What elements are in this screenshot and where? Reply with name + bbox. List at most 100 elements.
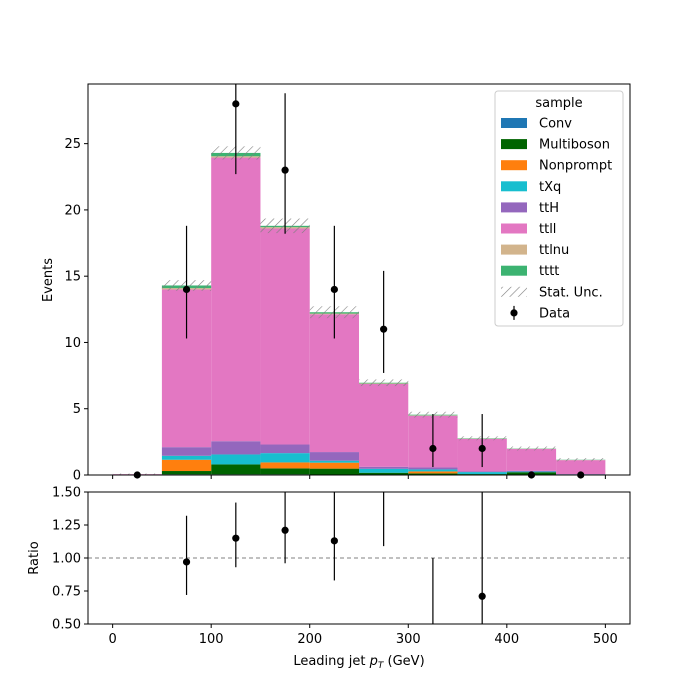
ratio-x-tick-label-500: 500: [593, 632, 618, 647]
x-axis-label-text: Leading jet: [293, 654, 369, 669]
bar-multiboson-bin-4: [309, 468, 359, 475]
ratio-y-axis-label: Ratio: [27, 541, 42, 574]
data-point-4: [330, 285, 338, 294]
stacked-bars: [112, 152, 606, 475]
bar-multiboson-bin-2: [211, 464, 261, 475]
legend-swatch-ttll: [501, 223, 527, 234]
ratio-y-tick-label-0-75: 0.75: [52, 585, 81, 600]
bar-multiboson-bin-3: [260, 468, 310, 475]
ratio-x-tick-label-200: 200: [297, 632, 322, 647]
legend-label-stat-unc: Stat. Unc.: [539, 285, 603, 300]
bar-txq-bin-4: [309, 460, 359, 463]
legend-swatch-nonprompt: [501, 160, 527, 171]
legend-label-ttll: ttll: [539, 222, 556, 237]
bar-tth-bin-5: [359, 466, 409, 469]
stat-unc-bin-5: [359, 379, 409, 387]
legend-entries: Conv Multiboson Nonprompt tXq ttH ttll ttlnu tt…: [501, 117, 612, 321]
ratio-error-bars: [185, 492, 483, 624]
bar-nonprompt-bin-6: [408, 471, 458, 474]
bar-txq-bin-6: [408, 469, 458, 472]
bar-ttll-bin-8: [506, 449, 557, 471]
bar-tth-bin-3: [260, 444, 310, 454]
stat-unc-bin-9: [556, 458, 606, 462]
bar-nonprompt-bin-3: [260, 462, 310, 469]
legend-swatch-tth: [501, 202, 527, 213]
main-plot-panel: 0 5 10 15 20 25 Events: [41, 83, 631, 484]
main-y-ticks: 0 5 10 15 20 25: [64, 137, 88, 484]
legend-swatch-tttt: [501, 265, 527, 276]
bar-tth-bin-2: [211, 441, 261, 455]
bar-tth-bin-7: [457, 471, 507, 473]
legend-label-tth: ttH: [539, 201, 559, 216]
legend-label-multiboson: Multiboson: [539, 138, 610, 153]
ratio-point-2: [281, 526, 289, 534]
data-point-3: [281, 166, 289, 174]
legend-swatch-multiboson: [501, 139, 527, 150]
bar-multiboson-bin-5: [359, 472, 409, 475]
bar-txq-bin-1: [161, 455, 212, 460]
bar-ttll-bin-5: [359, 383, 409, 467]
x-axis-label-unit: (GeV): [383, 654, 424, 669]
data-point-2: [232, 100, 240, 108]
legend-swatch-stat-unc: [501, 286, 527, 297]
bar-txq-bin-3: [260, 453, 310, 463]
legend-label-txq: tXq: [539, 180, 561, 195]
ratio-x-tick-label-100: 100: [199, 632, 224, 647]
x-axis-label-symbol: p: [369, 654, 378, 669]
legend: sample Conv Multiboson Nonprompt tXq ttH ttll…: [494, 90, 624, 327]
legend-label-conv: Conv: [539, 117, 572, 132]
bar-nonprompt-bin-1: [161, 459, 212, 472]
ratio-x-tick-label-400: 400: [494, 632, 519, 647]
data-point-5: [380, 325, 388, 333]
ratio-y-tick-label-0-50: 0.50: [52, 618, 81, 633]
bar-ttll-bin-2: [211, 157, 261, 442]
ratio-y-tick-label-1-25: 1.25: [52, 519, 81, 534]
main-x-ticks: [112, 475, 606, 479]
bar-ttll-bin-3: [260, 228, 310, 445]
ratio-y-ticks: 0.50 0.75 1.00 1.25 1.50: [52, 486, 88, 633]
ratio-plot-panel: 0 100 200 300 400 500 0.50 0.75 1.00 1.25 1.50 Ra…: [27, 486, 631, 671]
ratio-y-tick-label-1-00: 1.00: [52, 552, 81, 567]
legend-swatch-txq: [501, 181, 527, 192]
main-y-tick-label-5: 5: [73, 402, 81, 417]
ratio-point-1: [232, 534, 240, 542]
data-point-1: [182, 285, 191, 294]
main-y-tick-label-10: 10: [64, 336, 81, 351]
main-axes-frame: [87, 83, 631, 476]
bar-nonprompt-bin-4: [309, 462, 359, 469]
ratio-point-0: [182, 558, 191, 566]
x-axis-label: Leading jet pT (GeV): [293, 654, 424, 671]
bar-ttll-bin-9: [556, 460, 606, 475]
bar-txq-bin-7: [457, 472, 507, 475]
bar-multiboson-bin-6: [408, 473, 458, 475]
main-y-tick-label-20: 20: [64, 203, 81, 218]
ratio-x-tick-label-0: 0: [108, 632, 116, 647]
legend-swatch-conv: [501, 118, 527, 128]
stat-unc-bin-8: [506, 446, 557, 451]
ratio-y-tick-label-1-50: 1.50: [52, 486, 81, 501]
bar-tth-bin-8: [506, 470, 557, 472]
bar-tth-bin-4: [309, 452, 359, 461]
legend-label-nonprompt: Nonprompt: [539, 159, 612, 174]
ratio-points: [182, 526, 486, 600]
bar-multiboson-bin-7: [457, 474, 507, 475]
bar-txq-bin-2: [211, 454, 261, 465]
legend-swatch-data: [510, 309, 518, 317]
x-axis-label-subscript: T: [378, 661, 385, 671]
ratio-x-tick-label-300: 300: [396, 632, 421, 647]
data-point-6: [429, 444, 437, 453]
legend-label-ttlnu: ttlnu: [539, 243, 569, 258]
bar-txq-bin-5: [359, 468, 409, 473]
ratio-point-6: [478, 592, 486, 600]
ratio-x-ticks: 0 100 200 300 400 500: [108, 624, 618, 647]
legend-swatch-ttlnu: [501, 244, 527, 255]
data-point-7: [478, 444, 486, 453]
main-y-tick-label-15: 15: [64, 270, 81, 285]
ratio-point-3: [330, 537, 338, 545]
legend-title: sample: [535, 96, 582, 111]
main-y-tick-label-25: 25: [64, 137, 81, 152]
bar-tth-bin-6: [408, 467, 458, 470]
bar-tth-bin-1: [161, 447, 212, 456]
legend-label-tttt: tttt: [539, 264, 559, 279]
